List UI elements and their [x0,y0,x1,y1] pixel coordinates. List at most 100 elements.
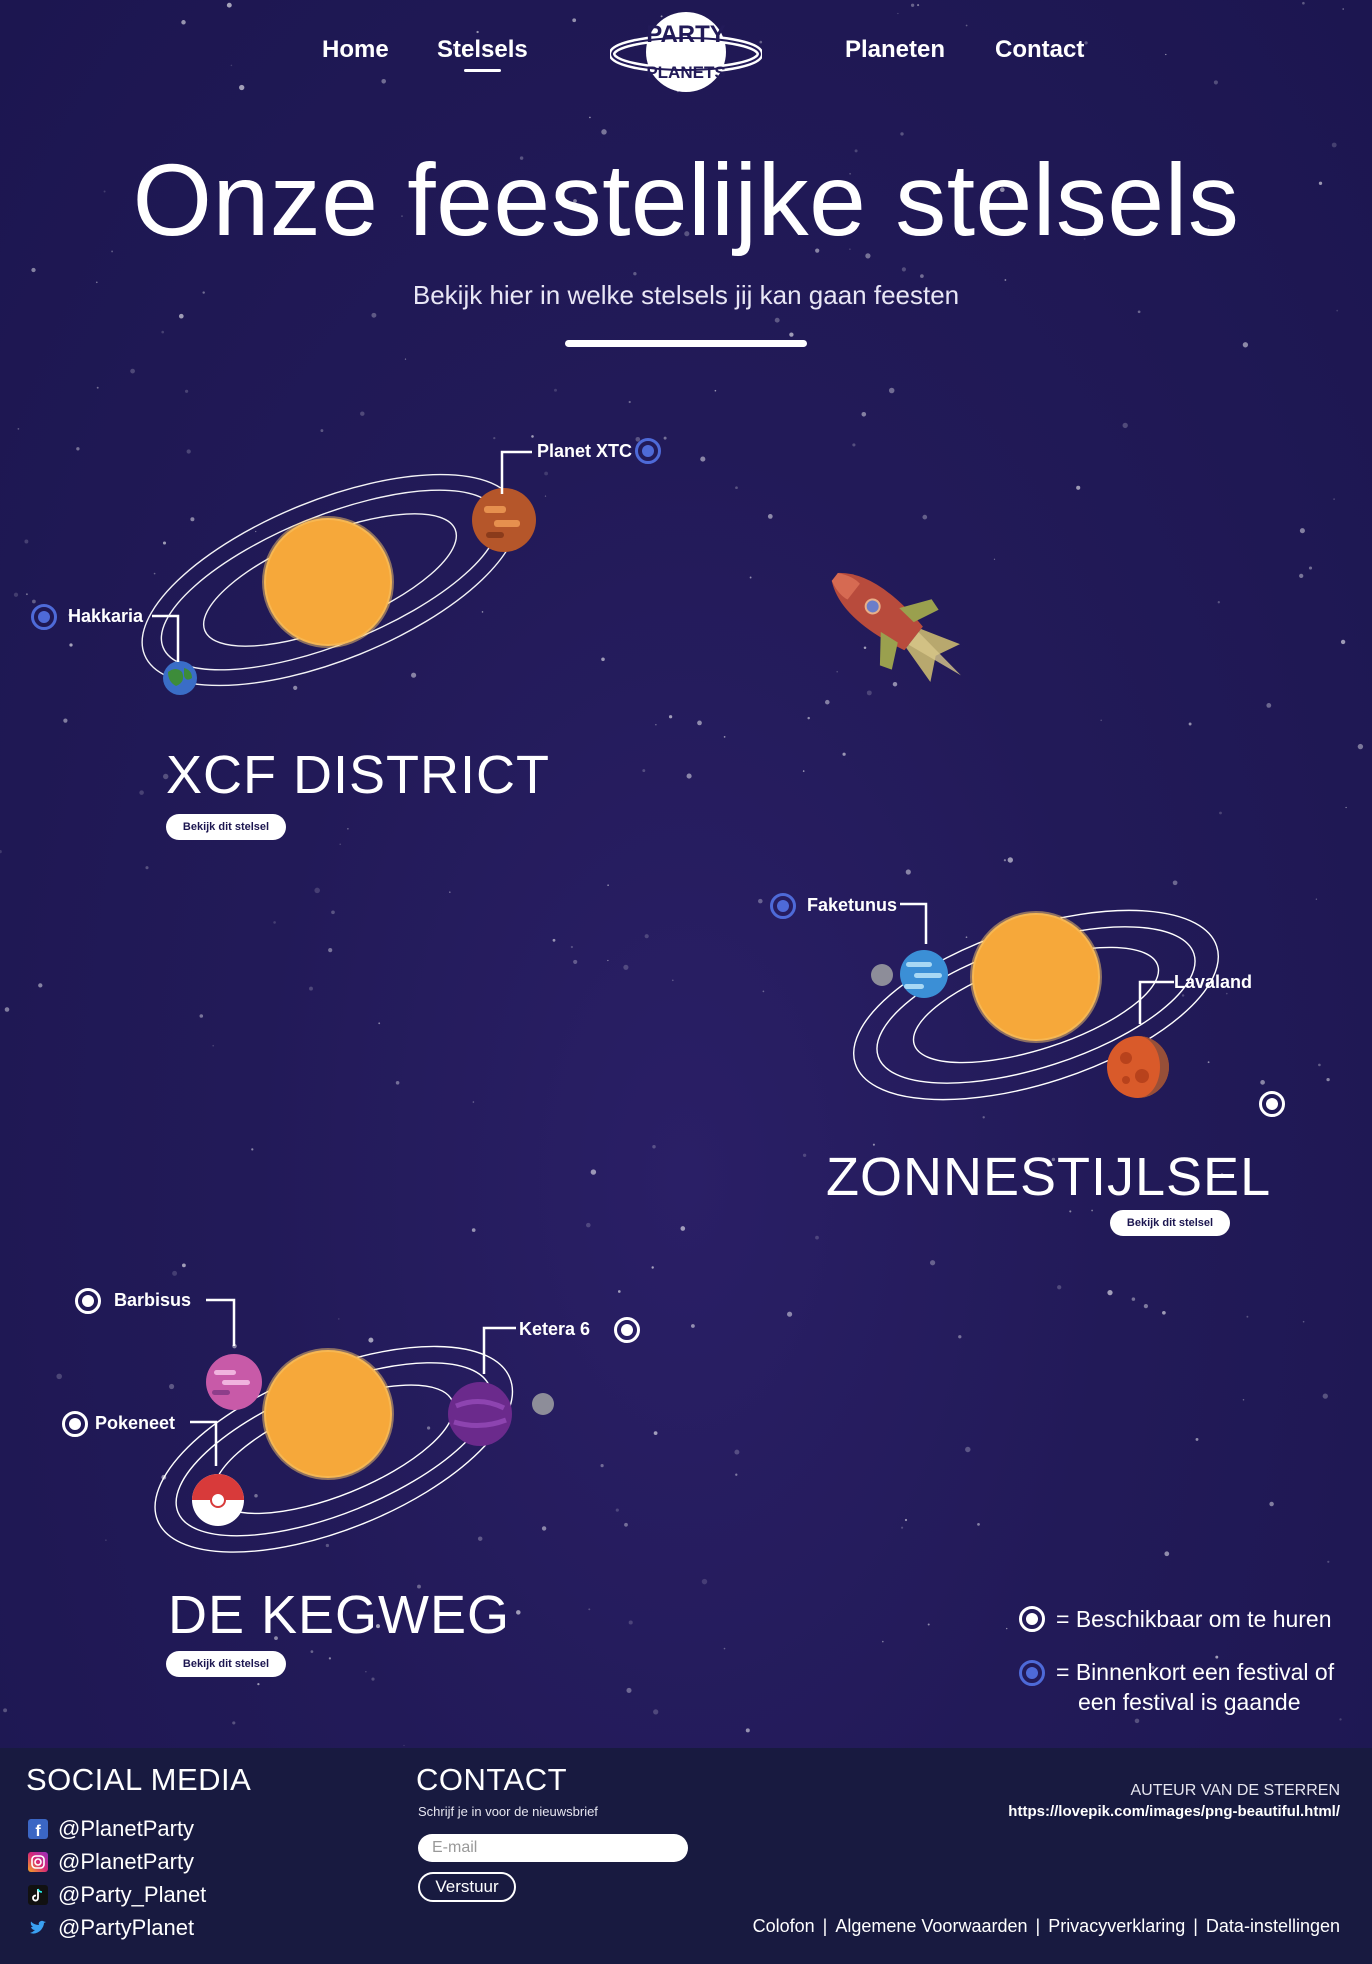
faketunus-label[interactable]: Faketunus [807,895,898,915]
star [691,1324,695,1328]
legend-soon-text-line2: een festival is gaande [1078,1689,1301,1715]
social-twitter-handle: @PartyPlanet [58,1915,195,1940]
nav-planeten[interactable]: Planeten [845,36,946,63]
star [651,1266,654,1269]
marker-soon-hakkaria[interactable] [31,604,57,630]
view-system-zonnestijlsel-button[interactable]: Bekijk dit stelsel [1110,1210,1230,1236]
barbisus-icon[interactable] [206,1354,262,1410]
star [655,724,657,726]
star [762,990,765,993]
star [624,1522,628,1527]
star [3,1708,8,1713]
marker-rent-barbisus[interactable] [75,1288,101,1314]
social-media-heading: SOCIAL MEDIA [26,1762,252,1797]
star [516,1610,521,1615]
nav-stelsels[interactable]: Stelsels [437,36,528,72]
star [671,979,674,982]
marker-soon-planet-xtc[interactable] [635,438,661,464]
star [1083,237,1086,240]
marker-soon-faketunus[interactable] [770,893,796,919]
star [325,1543,330,1548]
star [1327,1560,1330,1563]
pokeneet-icon[interactable] [192,1474,244,1526]
hakkaria-icon[interactable] [163,661,197,695]
star [663,436,667,440]
link-colofon[interactable]: Colofon [752,1916,815,1936]
star [653,1709,659,1715]
star [31,267,36,273]
star [371,312,377,318]
footer [0,1748,1372,1964]
barbisus-leader-line [206,1298,236,1346]
star [1165,53,1167,56]
star [395,1081,400,1085]
star [573,199,577,203]
ketera-6-leader-line [482,1326,516,1374]
system-xcf-district-illustration[interactable] [120,420,560,740]
star [802,770,805,772]
pokeneet-label[interactable]: Pokeneet [95,1413,176,1433]
social-twitter[interactable]: @PartyPlanet [28,1915,194,1941]
system-title-de-kegweg: DE KEGWEG [168,1585,511,1645]
social-tiktok[interactable]: @Party_Planet [28,1882,206,1908]
star [411,672,417,678]
star [849,248,851,250]
ketera-6-label[interactable]: Ketera 6 [519,1319,591,1339]
star [273,921,276,924]
star [623,964,629,970]
hakkaria-label[interactable]: Hakkaria [68,606,144,626]
star [1331,142,1337,148]
planet-xtc-icon[interactable] [472,488,536,552]
lavaland-leader-line [1138,980,1174,1024]
logo-text-top: PARTY [646,21,726,48]
party-planets-logo[interactable]: PARTY PLANETS [610,4,762,100]
link-data-instellingen[interactable]: Data-instellingen [1205,1916,1340,1936]
link-privacyverklaring[interactable]: Privacyverklaring [1048,1916,1186,1936]
marker-rent-pokeneet[interactable] [62,1411,88,1437]
star [653,1431,658,1435]
star [130,368,135,374]
lavaland-label[interactable]: Lavaland [1174,972,1253,992]
star [1302,1,1305,5]
star [965,1446,971,1453]
star [417,1584,421,1589]
nav-home[interactable]: Home [322,36,389,63]
star [1164,1551,1170,1557]
view-system-de-kegweg-button[interactable]: Bekijk dit stelsel [166,1651,286,1677]
star [531,435,534,438]
email-input[interactable] [418,1834,688,1862]
star [378,1022,381,1025]
planet-xtc-label[interactable]: Planet XTC [537,441,633,461]
author-url[interactable]: https://lovepik.com/images/png-beautiful… [1008,1803,1340,1820]
nav-contact[interactable]: Contact [995,36,1085,63]
star [815,248,820,253]
star [714,389,717,392]
star [917,4,920,7]
star [1172,880,1178,886]
faketunus-icon[interactable] [900,950,948,998]
star [76,447,80,451]
star [905,869,911,875]
send-button[interactable]: Verstuur [418,1872,516,1902]
star [163,773,169,780]
lavaland-icon[interactable] [1107,1036,1169,1098]
ketera-6-icon[interactable] [448,1382,512,1446]
marker-rent-lavaland[interactable] [1259,1091,1285,1117]
star [1134,1718,1140,1724]
page-background: Home Stelsels Planeten Contact PARTY PLA… [3,1,1337,1724]
star [1151,1665,1155,1669]
star [1220,1173,1224,1176]
link-algemene-voorwaarden[interactable]: Algemene Voorwaarden [835,1916,1028,1936]
system-de-kegweg-illustration[interactable] [130,1310,560,1570]
star [767,514,773,519]
star [1260,1080,1265,1085]
social-instagram[interactable]: @PlanetParty [28,1849,194,1875]
social-facebook[interactable]: f @PlanetParty [28,1816,194,1842]
view-system-xcf-district-button[interactable]: Bekijk dit stelsel [166,814,286,840]
star [633,272,637,276]
star [836,670,838,673]
system-zonnestijlsel-illustration[interactable] [840,880,1240,1130]
barbisus-label[interactable]: Barbisus [114,1290,192,1310]
marker-rent-ketera-6[interactable] [614,1317,640,1343]
star [1219,811,1222,815]
